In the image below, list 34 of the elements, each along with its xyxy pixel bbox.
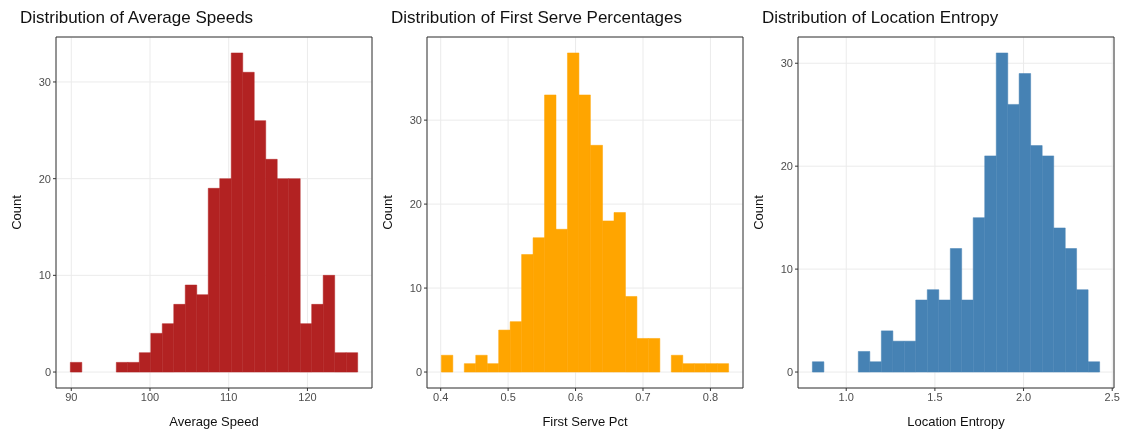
x-axis-title: Location Entropy (907, 414, 1006, 429)
x-tick-label: 0.6 (567, 390, 584, 403)
x-tick-label: 90 (65, 390, 78, 403)
x-tick-label: 110 (219, 390, 238, 403)
y-axis-title: Count (750, 194, 766, 230)
x-tick-label: 120 (298, 390, 317, 403)
x-axis-title: First Serve Pct (542, 414, 628, 429)
chart-title: Distribution of Average Speeds (19, 8, 255, 29)
y-tick-label: 30 (38, 75, 51, 88)
y-tick-label: 20 (780, 160, 793, 173)
y-tick-label: 0 (415, 365, 422, 378)
x-tick-label: 0.5 (500, 390, 516, 403)
y-tick-label: 10 (38, 269, 51, 282)
chart-title: Distribution of Location Entropy (761, 8, 1000, 29)
y-tick-label: 0 (786, 365, 793, 378)
x-axis-title: Average Speed (169, 414, 259, 429)
x-tick-label: 2.0 (1015, 390, 1032, 403)
x-tick-label: 100 (140, 390, 160, 403)
y-tick-label: 0 (44, 365, 51, 378)
x-tick-label: 0.4 (433, 390, 449, 403)
x-tick-label: 1.5 (927, 390, 943, 403)
x-tick-label: 2.5 (1104, 390, 1120, 403)
y-axis-title: Count (8, 194, 24, 230)
x-tick-label: 1.0 (838, 390, 854, 403)
y-tick-label: 10 (780, 263, 793, 276)
x-tick-label: 0.8 (702, 390, 719, 403)
y-axis-title: Count (379, 194, 395, 230)
y-tick-label: 20 (38, 172, 51, 185)
y-tick-label: 10 (409, 281, 422, 294)
y-tick-label: 20 (409, 198, 422, 211)
y-tick-label: 30 (409, 114, 422, 127)
y-tick-label: 30 (780, 57, 793, 70)
chart-title: Distribution of First Serve Percentages (390, 8, 683, 29)
x-tick-label: 0.7 (635, 390, 651, 403)
